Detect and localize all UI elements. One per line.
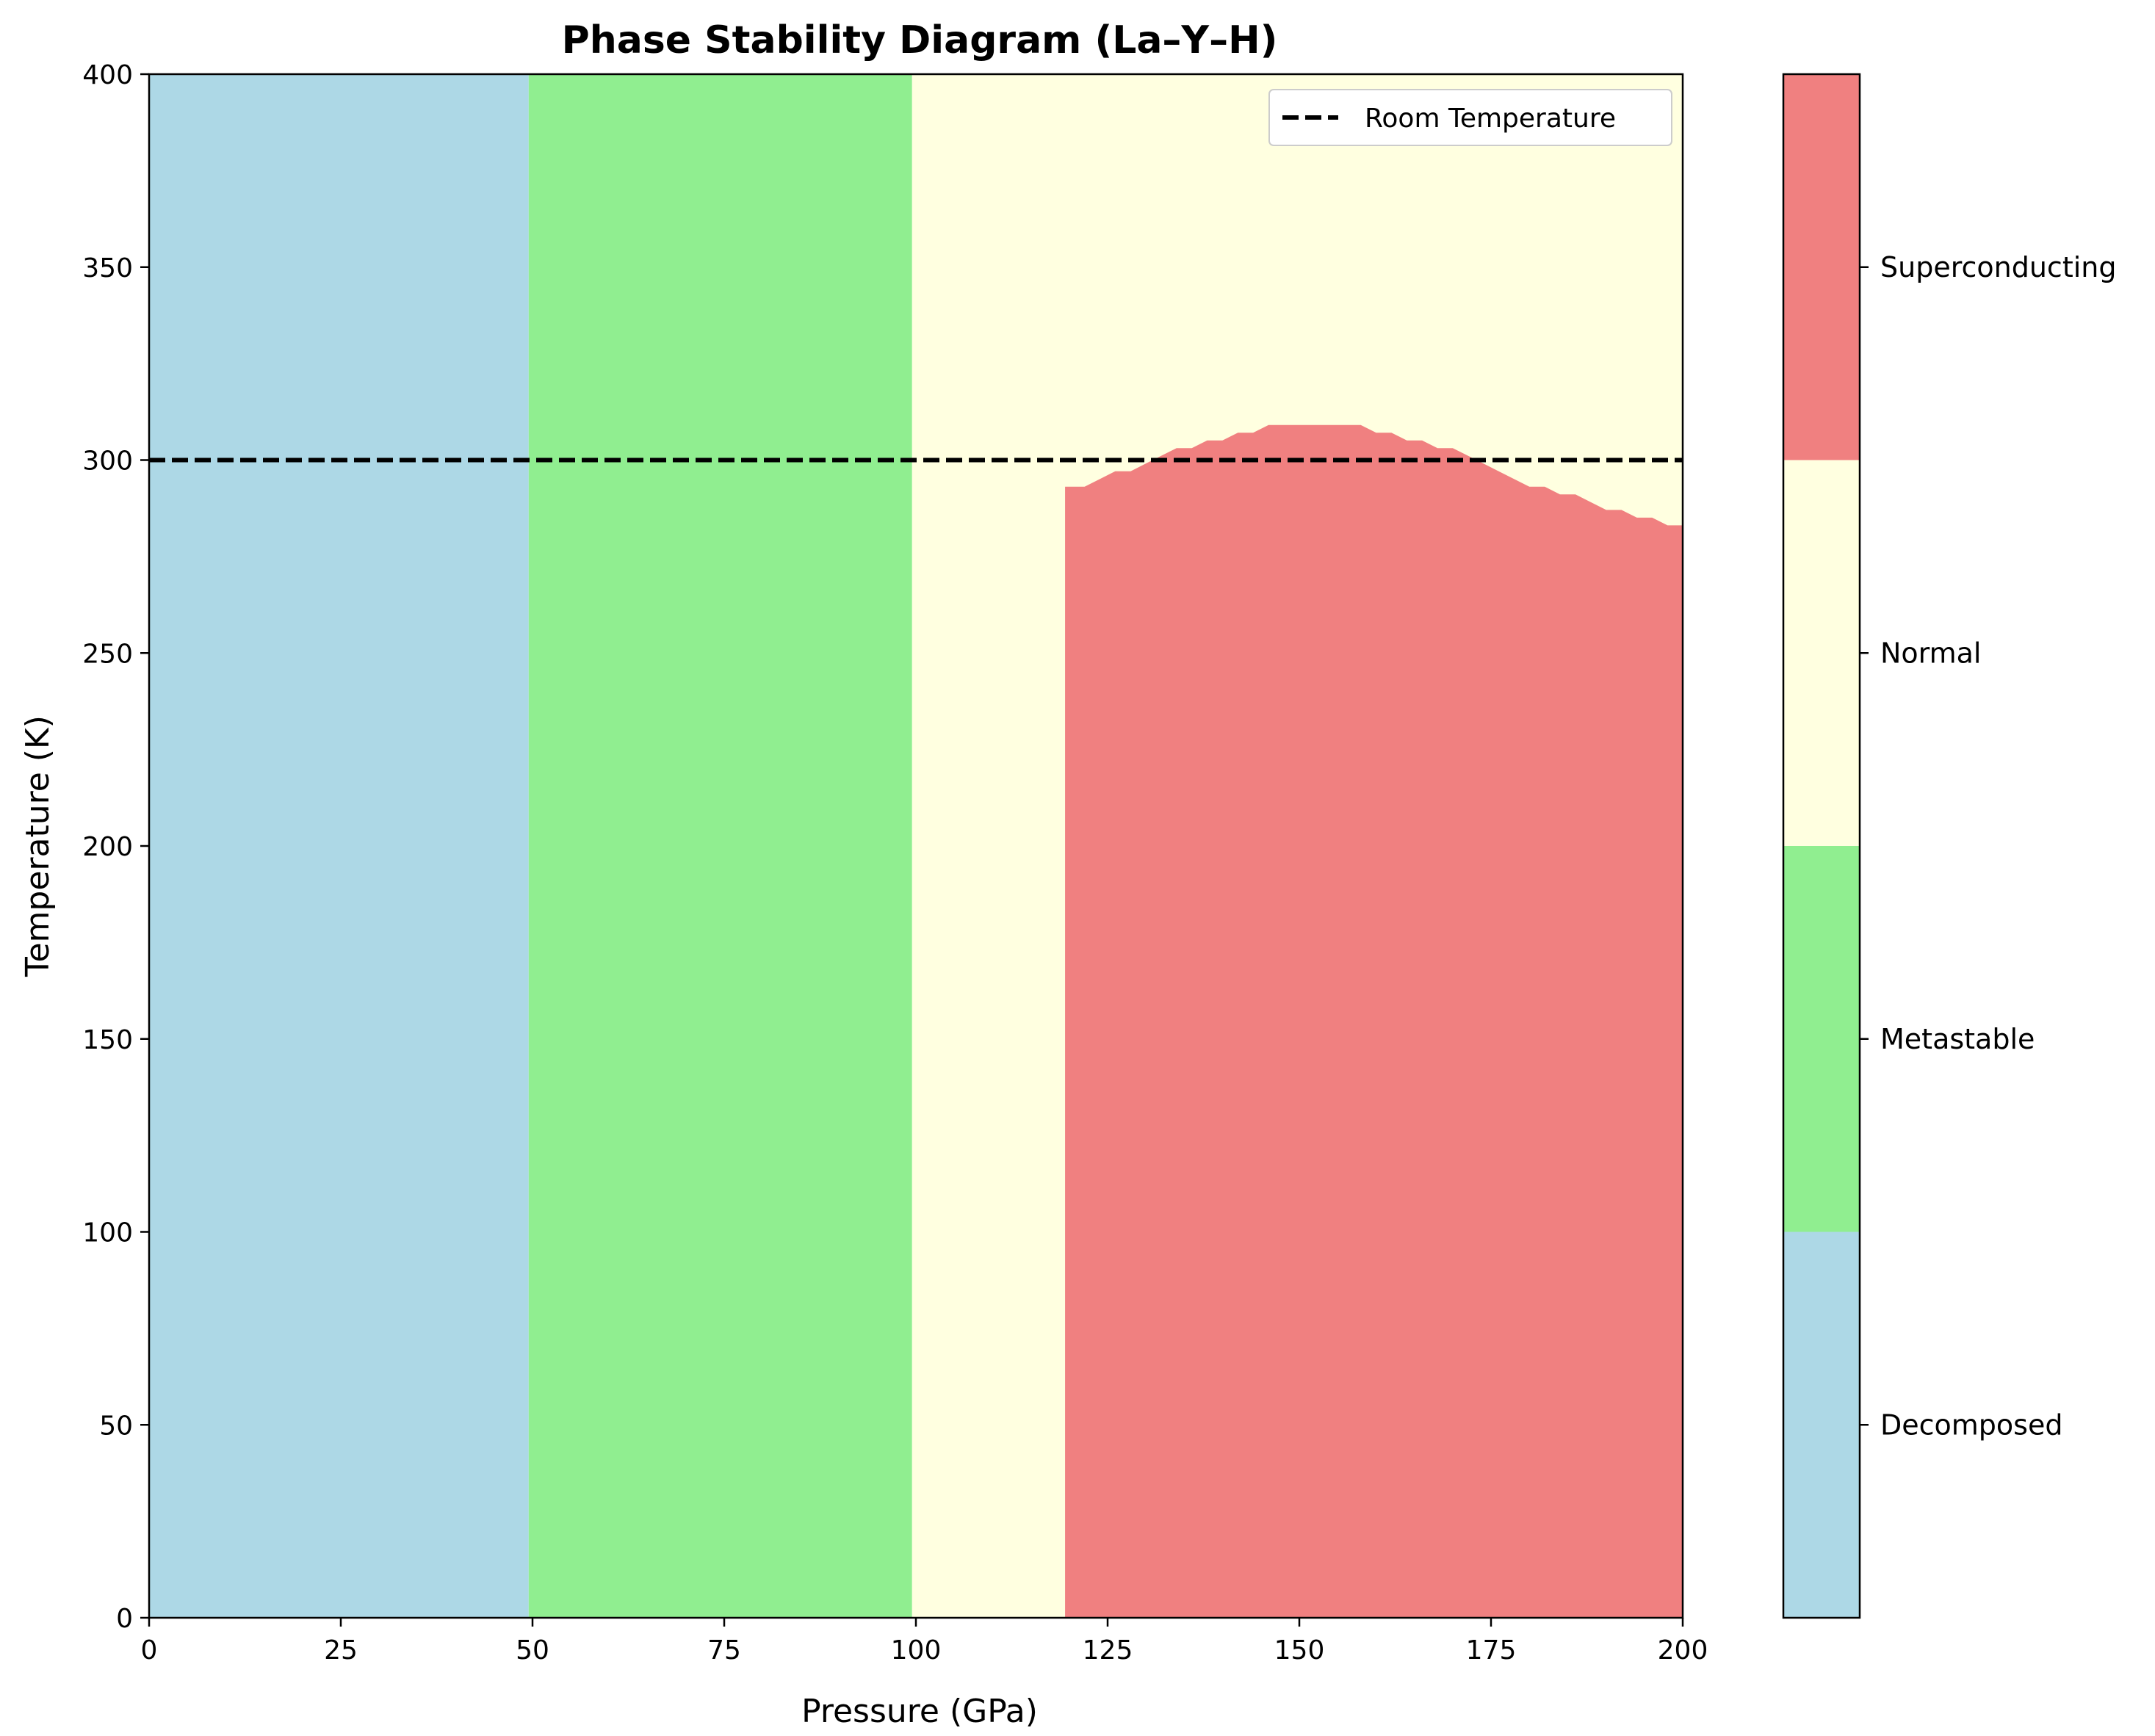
x-axis-label: Pressure (GPa) xyxy=(801,1693,1038,1730)
y-tick-label: 200 xyxy=(82,832,133,862)
legend: Room Temperature xyxy=(1268,89,1672,146)
region-superconducting xyxy=(1065,424,1683,1619)
colorbar-segment-decomposed xyxy=(1783,1232,1860,1618)
colorbar-frame xyxy=(1782,73,1861,1619)
region-decomposed xyxy=(149,74,529,1618)
y-tick-label: 150 xyxy=(82,1025,133,1055)
y-tick-label: 0 xyxy=(116,1604,133,1634)
legend-entry-room-temperature: Room Temperature xyxy=(1365,104,1616,134)
colorbar-segment-metastable xyxy=(1783,846,1860,1232)
x-tick-label: 100 xyxy=(891,1635,942,1666)
colorbar-label-decomposed: Decomposed xyxy=(1880,1408,2062,1441)
x-tick-label: 150 xyxy=(1274,1635,1325,1666)
colorbar: Decomposed Metastable Normal Superconductin… xyxy=(1782,73,2116,1619)
x-tick-label: 0 xyxy=(141,1635,158,1666)
region-metastable xyxy=(528,74,912,1618)
colorbar-segment-normal xyxy=(1783,460,1860,846)
x-axis-ticks: 0 25 50 75 100 125 150 175 200 xyxy=(141,1618,1708,1666)
legend-box xyxy=(1268,89,1672,146)
y-axis-ticks: 0 50 100 150 200 250 300 350 400 xyxy=(82,60,149,1634)
y-tick-label: 400 xyxy=(82,60,133,90)
y-axis-label: Temperature (K) xyxy=(19,715,57,977)
x-tick-label: 175 xyxy=(1466,1635,1517,1666)
x-tick-label: 125 xyxy=(1083,1635,1133,1666)
chart-title: Phase Stability Diagram (La–Y–H) xyxy=(562,18,1278,62)
x-tick-label: 25 xyxy=(324,1635,358,1666)
superconducting-region xyxy=(1065,424,1683,1619)
x-tick-label: 200 xyxy=(1658,1635,1708,1666)
x-tick-label: 75 xyxy=(707,1635,741,1666)
colorbar-label-metastable: Metastable xyxy=(1880,1023,2035,1055)
x-tick-label: 50 xyxy=(516,1635,549,1666)
y-tick-label: 50 xyxy=(99,1411,133,1441)
colorbar-label-normal: Normal xyxy=(1880,637,1982,669)
colorbar-label-superconducting: Superconducting xyxy=(1880,251,2116,283)
y-tick-label: 300 xyxy=(82,446,133,477)
y-tick-label: 100 xyxy=(82,1218,133,1248)
colorbar-segment-superconducting xyxy=(1783,74,1860,460)
y-tick-label: 350 xyxy=(82,253,133,283)
y-tick-label: 250 xyxy=(82,639,133,669)
